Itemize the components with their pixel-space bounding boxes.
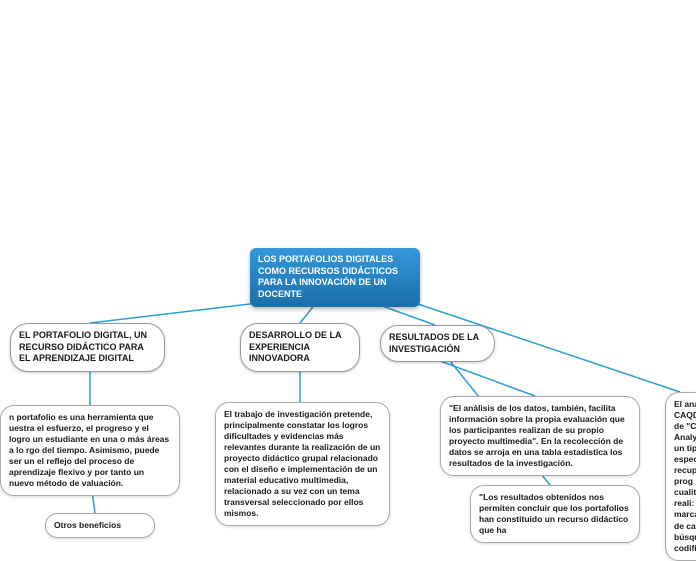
root-node: LOS PORTAFOLIOS DIGITALES COMO RECURSOS … [250,248,420,307]
leaf-node: "El análisis de los datos, también, faci… [440,396,640,476]
branch-node: DESARROLLO DE LA EXPERIENCIA INNOVADORA [240,323,360,372]
branch-node: EL PORTAFOLIO DIGITAL, UN RECURSO DIDÁCT… [10,323,165,372]
leaf-node: El trabajo de investigación pretende, pr… [215,402,390,526]
leaf-node: "Los resultados obtenidos nos permiten c… [470,485,640,543]
leaf-node: El análi CAQDA de "Cor Analysi un tipo e… [665,392,696,561]
branch-node: RESULTADOS DE LA INVESTIGACIÓN [380,325,495,362]
leaf-node: n portafolio es una herramienta que uest… [0,405,180,496]
leaf-node: Otros beneficios [45,513,155,538]
